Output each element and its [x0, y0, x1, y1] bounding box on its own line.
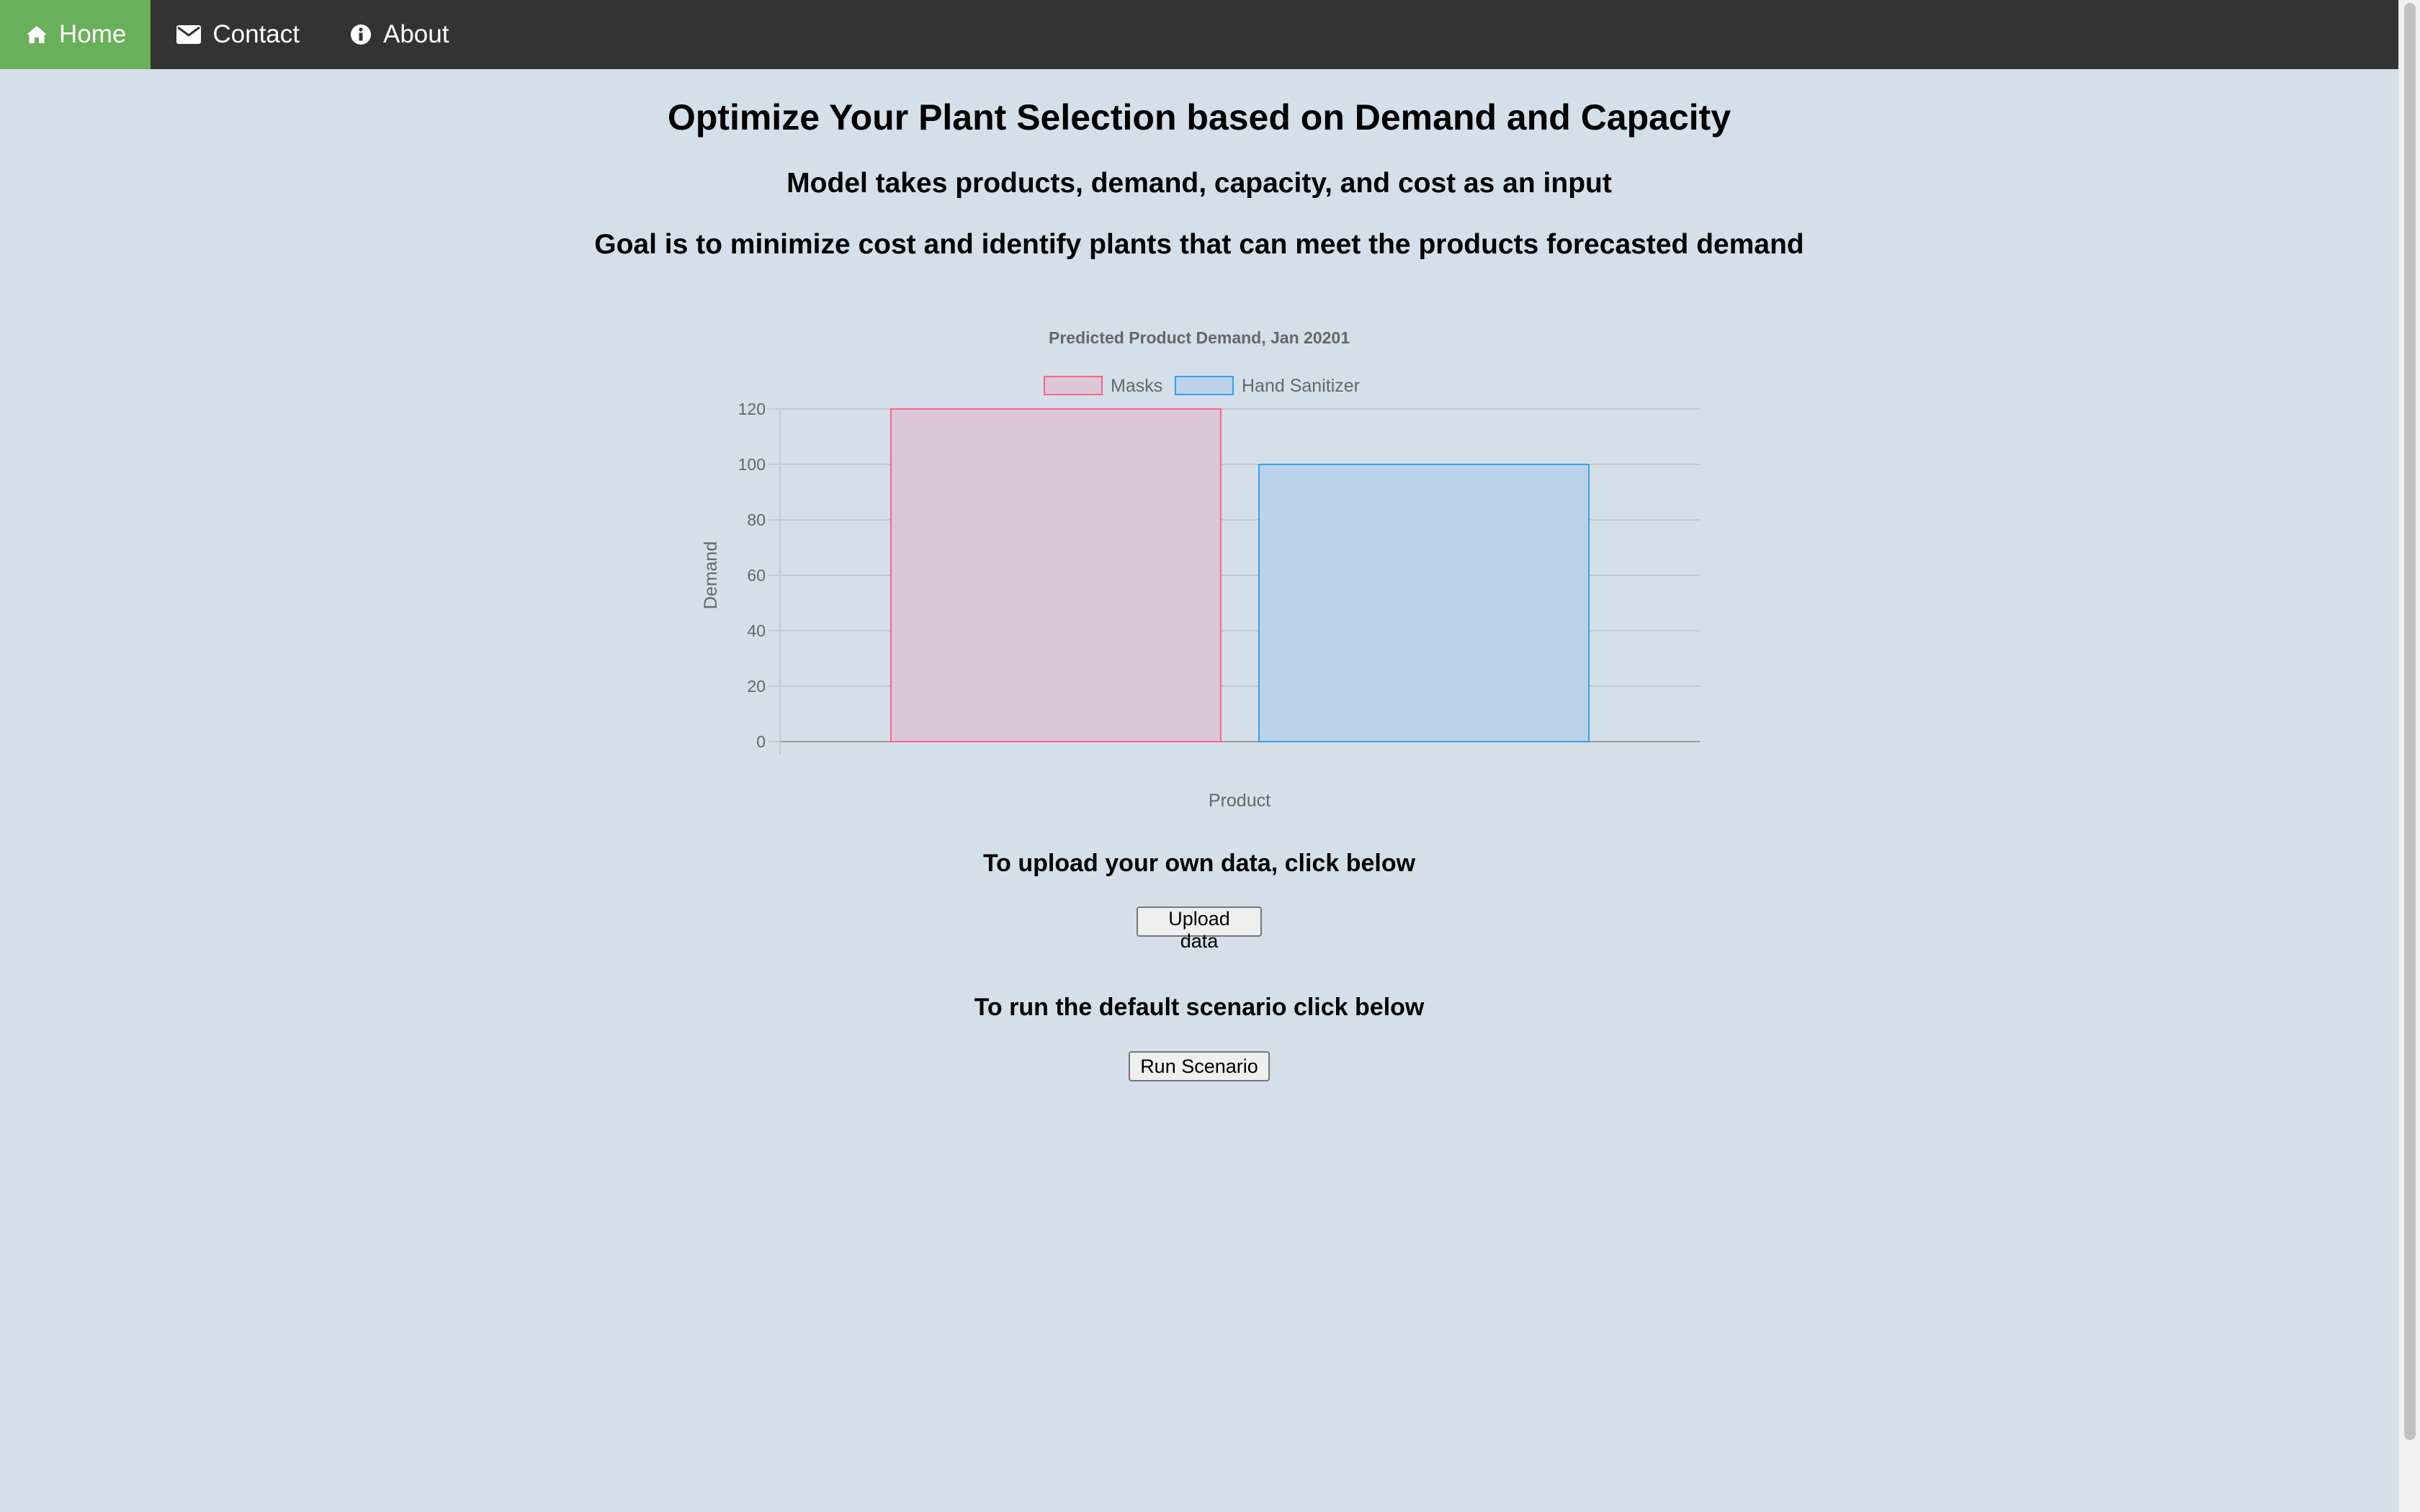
y-tick-label-60: 60	[747, 566, 766, 585]
info-icon	[351, 24, 371, 45]
nav-about[interactable]: About	[324, 0, 473, 69]
x-axis-label: Product	[1209, 791, 1270, 811]
page-title: Optimize Your Plant Selection based on D…	[667, 97, 1731, 138]
bar-hand-sanitizer	[1258, 464, 1590, 742]
nav-about-label: About	[383, 20, 449, 48]
legend-label-0: Masks	[1111, 376, 1162, 396]
legend-swatch-0	[1044, 376, 1103, 395]
y-axis-label: Demand	[701, 541, 721, 610]
legend-swatch-1	[1175, 376, 1234, 395]
y-tick-label-20: 20	[747, 677, 766, 696]
demand-chart: Predicted Product Demand, Jan 20201 Masks…	[701, 328, 1700, 811]
run-scenario-button[interactable]: Run Scenario	[1129, 1051, 1270, 1081]
nav-contact-label: Contact	[212, 20, 300, 48]
y-tick-label-120: 120	[738, 400, 766, 418]
y-tick-label-0: 0	[756, 732, 766, 751]
top-nav: Home Contact About	[0, 0, 2398, 69]
upload-label: To upload your own data, click below	[982, 850, 1416, 877]
legend-label-1: Hand Sanitizer	[1242, 376, 1360, 396]
goal-text: Goal is to minimize cost and identify pl…	[594, 229, 1804, 260]
nav-home-label: Home	[59, 20, 127, 48]
nav-home[interactable]: Home	[0, 0, 151, 69]
scenario-label: To run the default scenario click below	[974, 994, 1425, 1021]
chart-title: Predicted Product Demand, Jan 20201	[1049, 328, 1350, 347]
y-tick-label-80: 80	[747, 510, 766, 529]
upload-data-button[interactable]: Upload data	[1137, 906, 1262, 952]
nav-contact[interactable]: Contact	[151, 0, 324, 69]
y-tick-label-100: 100	[738, 455, 766, 474]
envelope-icon	[176, 25, 202, 44]
demand-chart-svg: Predicted Product Demand, Jan 20201 Masks…	[701, 328, 1700, 811]
bar-masks	[890, 408, 1222, 742]
home-icon	[27, 26, 47, 43]
y-tick-label-40: 40	[747, 621, 766, 640]
scrollbar-thumb[interactable]	[2404, 3, 2416, 1440]
page-scrollbar[interactable]	[2398, 0, 2420, 1512]
page-subtitle: Model takes products, demand, capacity, …	[786, 168, 1612, 199]
